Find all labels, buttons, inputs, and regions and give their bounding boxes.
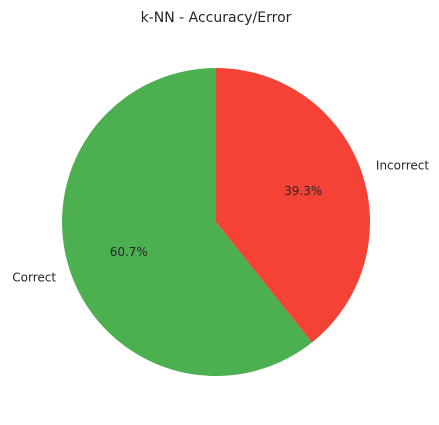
chart-title: k-NN - Accuracy/Error bbox=[141, 10, 292, 26]
slice-pct-incorrect: 39.3% bbox=[284, 184, 322, 198]
slice-pct-correct: 60.7% bbox=[110, 245, 148, 259]
slice-label-correct: Correct bbox=[12, 270, 56, 284]
pie-slices bbox=[62, 68, 371, 377]
pie-slice-incorrect bbox=[216, 68, 371, 343]
slice-label-incorrect: Incorrect bbox=[376, 159, 429, 173]
pie-slice-correct bbox=[62, 68, 312, 377]
pie-labels: Correct 60.7% Incorrect 39.3% bbox=[12, 159, 429, 285]
